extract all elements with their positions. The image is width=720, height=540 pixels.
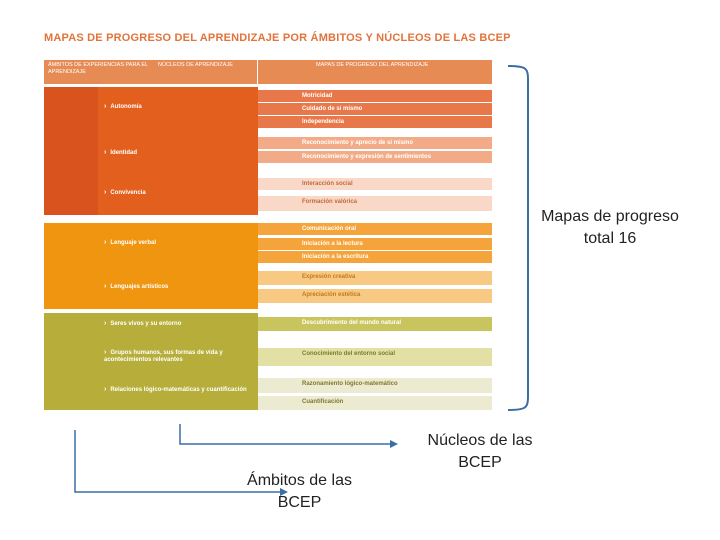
chevron-right-icon: ›: [104, 349, 107, 356]
mapa-progreso-row: Iniciación a la lectura: [258, 238, 492, 250]
mapa-progreso-row: Iniciación a la escritura: [258, 251, 492, 263]
mapas-bracket: [507, 65, 529, 411]
ambito-formacion-personal: FORMACIÓN PERSONAL Y SOCIAL: [28, 87, 98, 215]
mapa-progreso-row: Reconocimiento y expresión de sentimient…: [258, 151, 492, 163]
mapa-progreso-row: Independencia: [258, 116, 492, 128]
nucleo-convivencia: › Convivencia: [98, 175, 258, 215]
mapa-progreso-row: Cuantificación: [258, 396, 492, 410]
chevron-right-icon: ›: [104, 103, 107, 110]
nucleo-seres-vivos: › Seres vivos y su entorno: [98, 313, 258, 337]
mapa-progreso-row: Interacción social: [258, 178, 492, 190]
mapa-progreso-label: Apreciación estética: [302, 292, 361, 298]
nucleo-label: Relaciones lógico-matemáticas y cuantifi…: [110, 387, 247, 393]
chevron-right-icon: ›: [104, 283, 107, 290]
mapa-progreso-label: Razonamiento lógico-matemático: [302, 381, 398, 387]
nucleo-label: Convivencia: [110, 190, 146, 196]
ambito-label: COMUNICACIÓN: [37, 239, 46, 303]
header-divider: [257, 60, 258, 84]
chevron-right-icon: ›: [104, 239, 107, 246]
chevron-right-icon: ›: [104, 189, 107, 196]
mapa-progreso-row: Conocimiento del entorno social: [258, 348, 492, 366]
diagram-title: MAPAS DE PROGRESO DEL APRENDIZAJE POR ÁM…: [44, 32, 511, 44]
header-nucleos: NÚCLEOS DE APRENDIZAJE: [154, 60, 258, 84]
arrow-icon: [390, 440, 398, 448]
mapa-progreso-label: Conocimiento del entorno social: [302, 351, 396, 357]
mapa-progreso-row: Expresión creativa: [258, 271, 492, 285]
chevron-right-icon: ›: [104, 386, 107, 393]
mapa-progreso-row: Reconocimiento y aprecio de sí mismo: [258, 137, 492, 149]
nucleo-label: Grupos humanos, sus formas de vida y aco…: [104, 350, 223, 363]
nucleo-label: Lenguaje verbal: [110, 240, 157, 246]
nucleo-relaciones-logico: › Relaciones lógico-matemáticas y cuantif…: [98, 376, 258, 410]
callout-connectors: [74, 424, 398, 496]
mapa-progreso-label: Reconocimiento y expresión de sentimient…: [302, 154, 432, 160]
ambito-relacion-medio: RELACIÓN CON EL MEDIO NATURAL Y CULTURAL: [19, 313, 98, 410]
mapa-progreso-row: Comunicación oral: [258, 223, 492, 235]
mapa-progreso-label: Cuantificación: [302, 399, 344, 405]
mapa-progreso-label: Formación valórica: [302, 199, 358, 205]
chevron-right-icon: ›: [104, 149, 107, 156]
nucleo-label: Identidad: [110, 150, 138, 156]
mapa-progreso-label: Motricidad: [302, 93, 333, 99]
nucleo-lenguajes-artisticos: › Lenguajes artísticos: [98, 265, 258, 309]
mapa-progreso-row: Apreciación estética: [258, 289, 492, 303]
mapa-progreso-row: Cuidado de sí mismo: [258, 103, 492, 115]
nucleo-label: Lenguajes artísticos: [110, 284, 169, 290]
nucleo-label: Autonomía: [110, 104, 142, 110]
mapa-progreso-label: Iniciación a la lectura: [302, 241, 363, 247]
nucleo-label: Seres vivos y su entorno: [110, 321, 182, 327]
mapa-progreso-label: Expresión creativa: [302, 274, 356, 280]
arrow-icon: [280, 488, 288, 496]
mapa-progreso-label: Independencia: [302, 119, 345, 125]
mapa-progreso-label: Interacción social: [302, 181, 353, 187]
nucleo-lenguaje-verbal: › Lenguaje verbal: [98, 223, 258, 265]
header-ambitos: ÁMBITOS DE EXPERIENCIAS PARA EL APRENDIZ…: [44, 60, 154, 84]
nucleo-identidad: › Identidad: [98, 129, 258, 175]
mapa-progreso-label: Comunicación oral: [302, 226, 357, 232]
mapa-progreso-row: Descubrimiento del mundo natural: [258, 317, 492, 331]
nucleo-autonomia: › Autonomía: [98, 87, 258, 129]
header-mapas: MAPAS DE PROGRESO DEL APRENDIZAJE: [258, 60, 492, 84]
nucleo-grupos-humanos: › Grupos humanos, sus formas de vida y ac…: [98, 337, 258, 376]
mapa-progreso-label: Descubrimiento del mundo natural: [302, 320, 402, 326]
ambito-label: RELACIÓN CON EL MEDIO NATURAL Y CULTURAL: [19, 325, 46, 404]
mapa-progreso-row: Razonamiento lógico-matemático: [258, 378, 492, 393]
ambito-comunicacion: COMUNICACIÓN: [37, 223, 98, 309]
mapa-progreso-row: Formación valórica: [258, 196, 492, 211]
callout-nucleos: Núcleos de las BCEP: [427, 432, 533, 471]
mapa-progreso-row: Motricidad: [258, 90, 492, 102]
callout-mapas-total: Mapas de progreso total 16: [541, 208, 679, 247]
callout-ambitos: Ámbitos de las BCEP: [247, 472, 352, 511]
mapa-progreso-label: Cuidado de sí mismo: [302, 106, 363, 112]
mapa-progreso-label: Iniciación a la escritura: [302, 254, 369, 260]
chevron-right-icon: ›: [104, 320, 107, 327]
mapa-progreso-label: Reconocimiento y aprecio de sí mismo: [302, 140, 414, 146]
ambito-label: FORMACIÓN PERSONAL Y SOCIAL: [28, 113, 46, 209]
